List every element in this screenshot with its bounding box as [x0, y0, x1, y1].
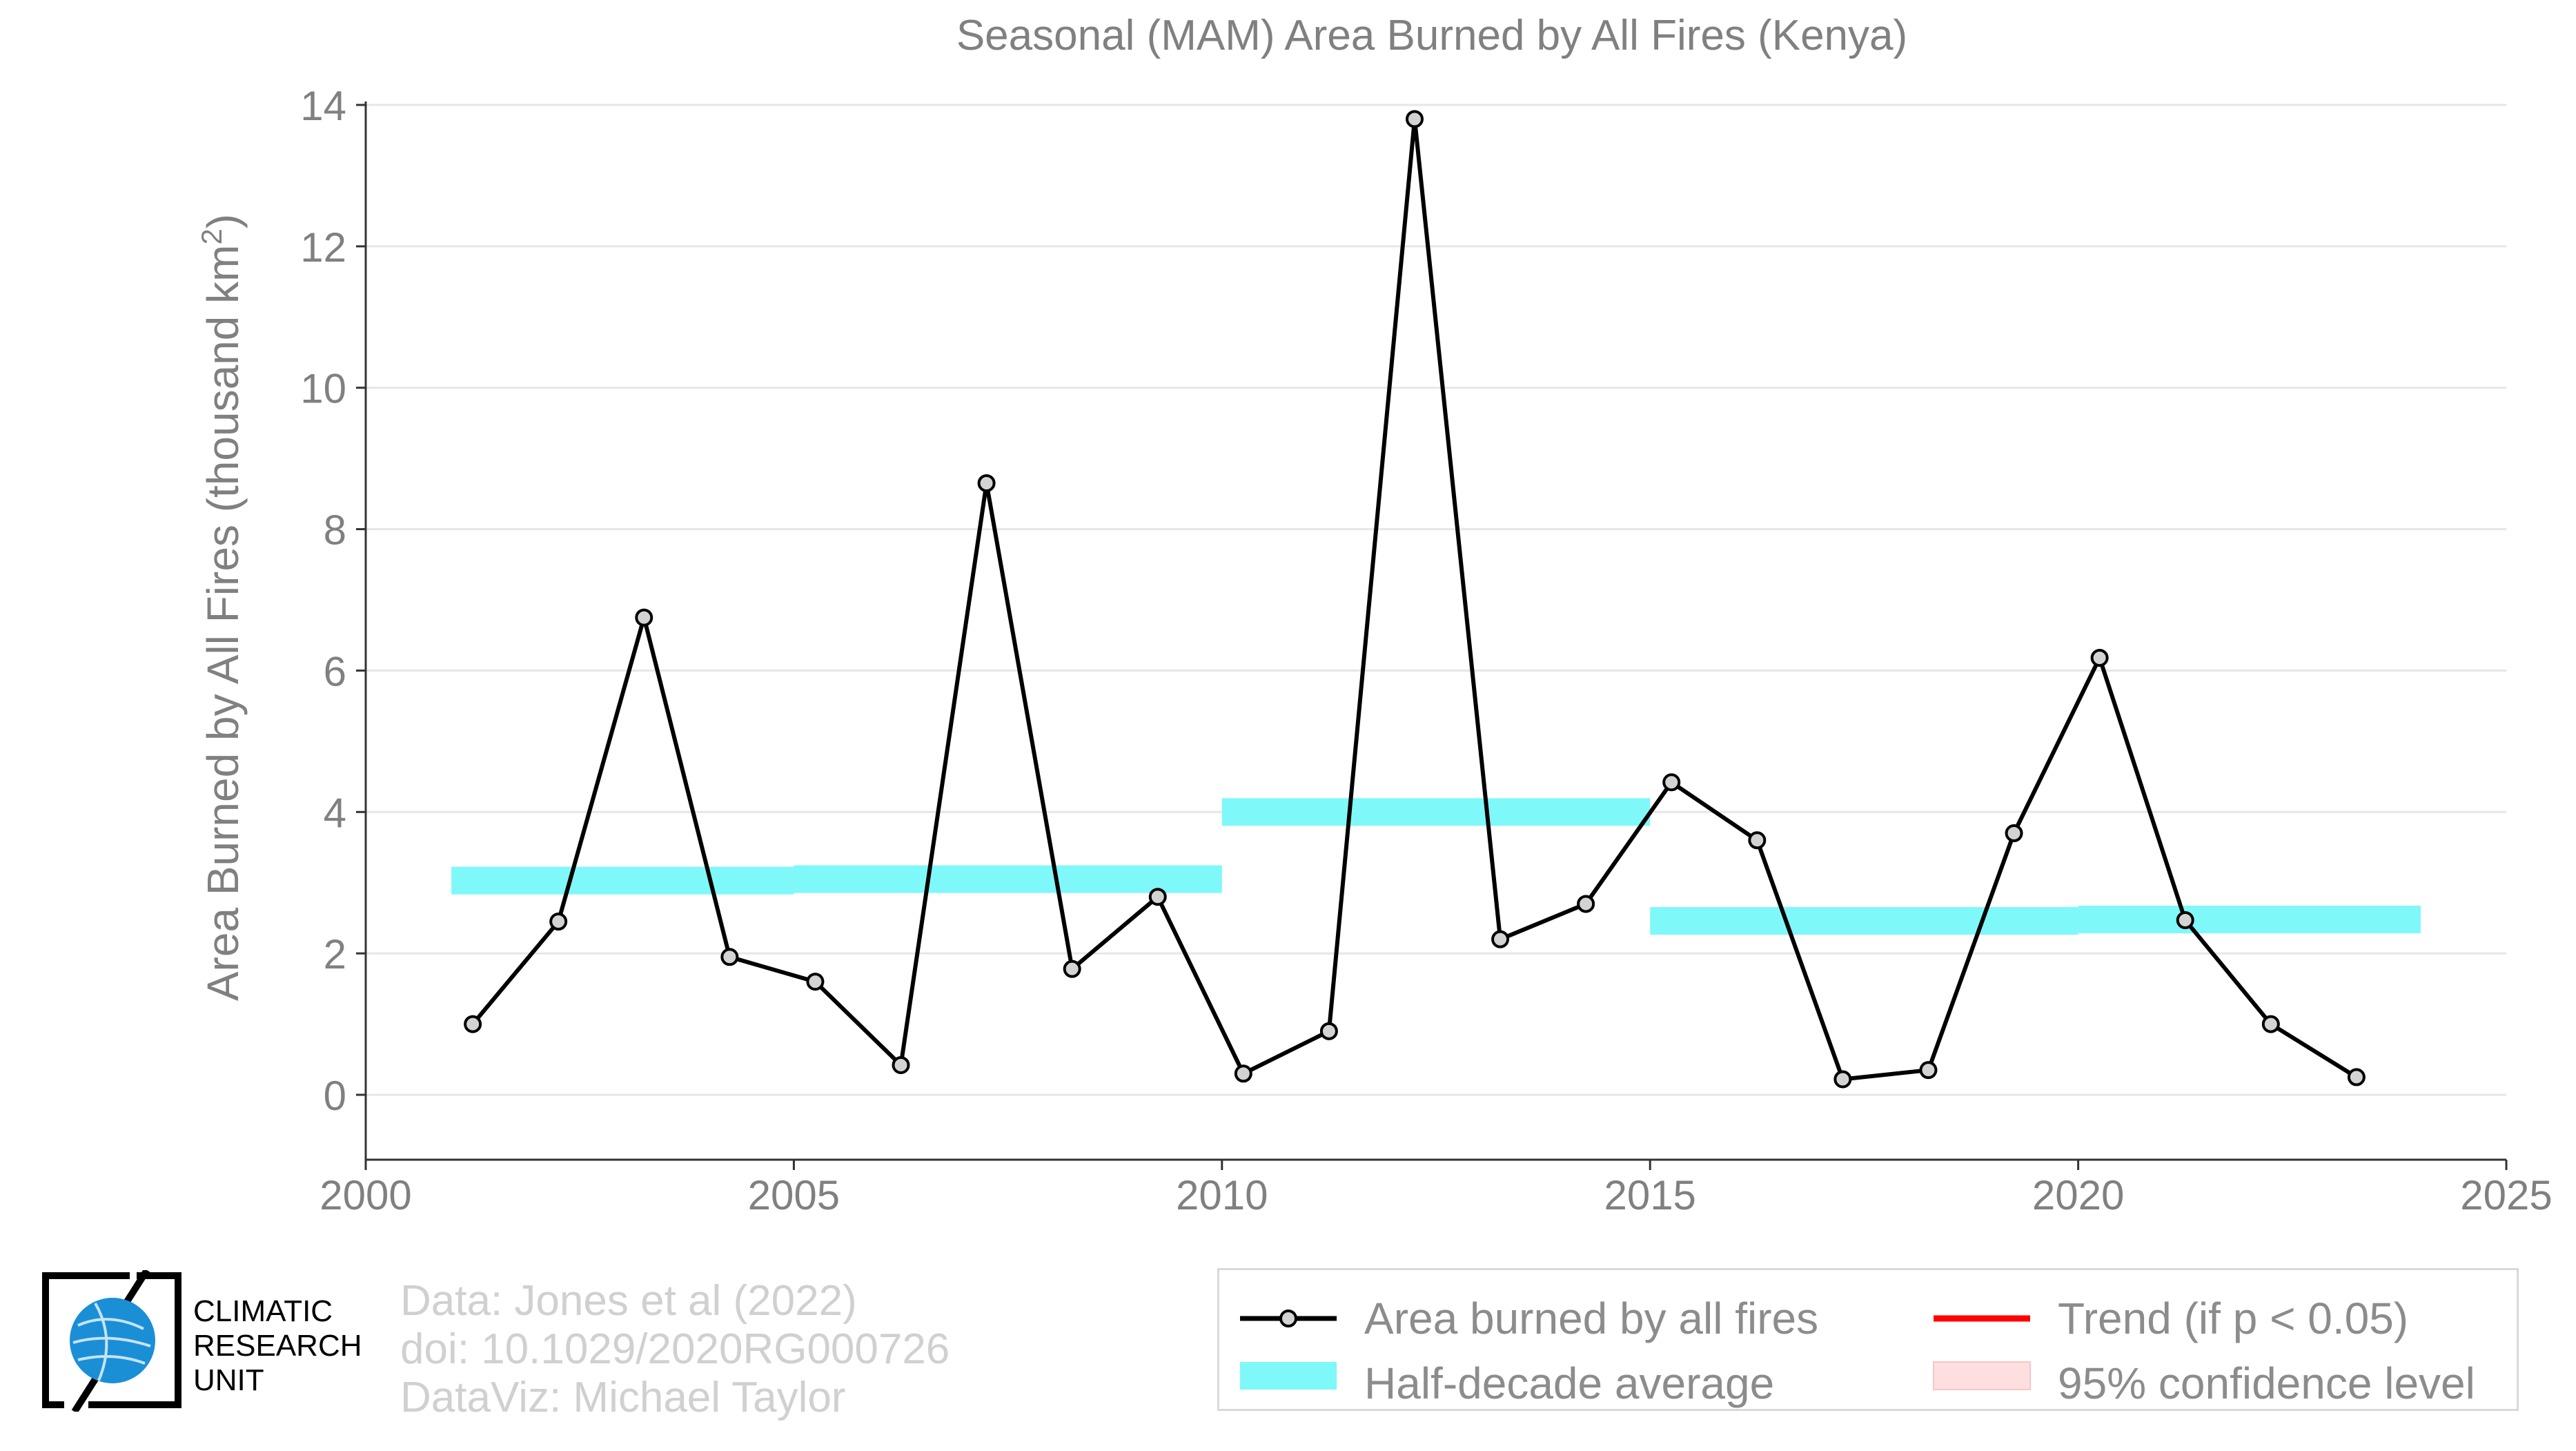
data-point-13: [1578, 896, 1593, 911]
y-axis-label-suffix: ): [198, 214, 248, 228]
legend-label-series: Area burned by all fires: [1364, 1296, 1818, 1341]
data-point-6: [979, 476, 994, 491]
data-point-5: [894, 1058, 909, 1073]
data-point-9: [1236, 1066, 1251, 1081]
legend-swatch-confidence-icon: [1927, 1359, 2037, 1393]
y-tick-label-10: 10: [300, 366, 346, 412]
y-tick-label-2: 2: [324, 931, 346, 977]
x-tick-label-2010: 2010: [1176, 1172, 1268, 1218]
y-tick-label-4: 4: [324, 790, 346, 836]
x-tick-label-2025: 2025: [2460, 1172, 2552, 1218]
x-tick-label-2020: 2020: [2032, 1172, 2124, 1218]
series-line-area-burned: [473, 119, 2357, 1080]
half-decade-band-0: [451, 867, 794, 895]
data-point-14: [1664, 775, 1679, 790]
data-points: [465, 111, 2364, 1087]
data-point-19: [2092, 650, 2107, 665]
x-tick-label-2015: 2015: [1604, 1172, 1695, 1218]
data-point-15: [1749, 832, 1764, 848]
axes: 0 2 4 6 8 10 12 14 2000 2005 2010 2015 2020 2025: [300, 83, 2552, 1218]
half-decade-band-2: [1222, 798, 1650, 826]
credit-data-source: Data: Jones et al (2022): [400, 1280, 857, 1323]
legend-label-confidence: 95% confidence level: [2058, 1361, 2475, 1405]
data-point-10: [1321, 1024, 1337, 1039]
x-tick-label-2005: 2005: [748, 1172, 840, 1218]
y-tick-label-6: 6: [324, 648, 346, 694]
data-point-12: [1493, 932, 1508, 947]
y-tick-label-12: 12: [300, 224, 346, 271]
y-tick-label-0: 0: [324, 1073, 346, 1119]
data-point-0: [465, 1017, 480, 1032]
data-point-7: [1065, 962, 1080, 977]
cru-logo: [40, 1270, 185, 1412]
y-tick-label-14: 14: [300, 83, 346, 129]
data-point-16: [1835, 1071, 1850, 1087]
y-axis-label-superscript: 2: [195, 228, 228, 244]
grid-lines: [366, 105, 2506, 1095]
data-point-17: [1920, 1062, 1936, 1078]
data-point-22: [2349, 1069, 2364, 1084]
data-point-8: [1150, 889, 1166, 904]
data-point-3: [722, 949, 737, 964]
logo-text-line3: UNIT: [193, 1365, 264, 1396]
logo-text-line2: RESEARCH: [193, 1331, 362, 1361]
data-point-4: [807, 974, 823, 989]
chart-title: Seasonal (MAM) Area Burned by All Fires …: [956, 12, 1907, 59]
logo-text-line1: CLIMATIC: [193, 1296, 333, 1327]
legend: Area burned by all fires Trend (if p < 0…: [1217, 1268, 2519, 1411]
data-point-2: [636, 610, 651, 625]
half-decade-band-3: [1650, 907, 2078, 935]
y-axis-label: Area Burned by All Fires (thousand km2): [195, 214, 248, 1001]
data-point-11: [1407, 111, 1422, 126]
legend-label-trend: Trend (if p < 0.05): [2058, 1296, 2408, 1341]
credit-doi: doi: 10.1029/2020RG000726: [400, 1328, 950, 1371]
legend-swatch-half-decade-icon: [1233, 1359, 1344, 1393]
x-tick-label-2000: 2000: [319, 1172, 411, 1218]
data-point-20: [2178, 913, 2193, 928]
data-point-1: [551, 914, 566, 929]
data-point-21: [2263, 1017, 2279, 1032]
credit-dataviz: DataViz: Michael Taylor: [400, 1376, 846, 1419]
legend-swatch-trend-icon: [1927, 1305, 2037, 1332]
legend-swatch-series-icon: [1233, 1305, 1344, 1332]
data-point-18: [2007, 826, 2022, 841]
y-axis-label-main: Area Burned by All Fires (thousand km: [198, 245, 248, 1002]
series-layer: [473, 119, 2357, 1080]
half-decade-bands: [451, 798, 2421, 935]
y-tick-label-8: 8: [324, 507, 346, 554]
legend-label-half-decade: Half-decade average: [1364, 1361, 1774, 1405]
half-decade-band-4: [2078, 906, 2421, 933]
